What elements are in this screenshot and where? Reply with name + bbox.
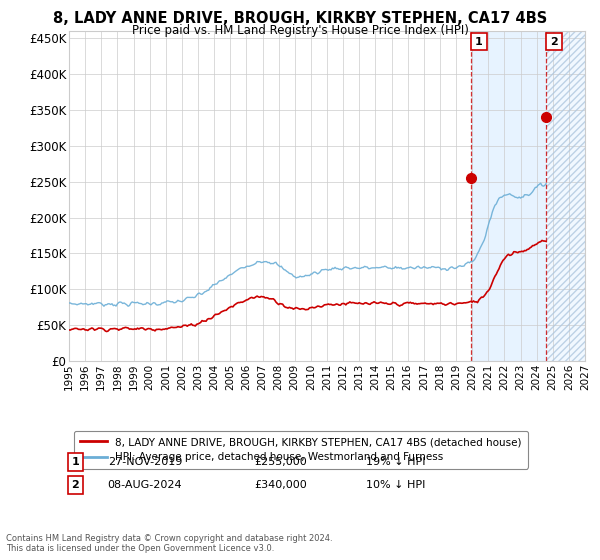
Text: 08-AUG-2024: 08-AUG-2024 xyxy=(108,480,182,490)
Text: Contains HM Land Registry data © Crown copyright and database right 2024.
This d: Contains HM Land Registry data © Crown c… xyxy=(6,534,332,553)
Text: 19% ↓ HPI: 19% ↓ HPI xyxy=(366,457,425,467)
Text: 1: 1 xyxy=(475,36,482,46)
Bar xyxy=(471,31,546,361)
Bar xyxy=(546,31,585,361)
Text: 1: 1 xyxy=(71,457,79,467)
Bar xyxy=(546,31,585,361)
Text: £255,000: £255,000 xyxy=(255,457,308,467)
Legend: 8, LADY ANNE DRIVE, BROUGH, KIRKBY STEPHEN, CA17 4BS (detached house), HPI: Aver: 8, LADY ANNE DRIVE, BROUGH, KIRKBY STEPH… xyxy=(74,431,527,469)
Text: 2: 2 xyxy=(71,480,79,490)
Text: 8, LADY ANNE DRIVE, BROUGH, KIRKBY STEPHEN, CA17 4BS: 8, LADY ANNE DRIVE, BROUGH, KIRKBY STEPH… xyxy=(53,11,547,26)
Text: £340,000: £340,000 xyxy=(255,480,308,490)
Text: 10% ↓ HPI: 10% ↓ HPI xyxy=(366,480,425,490)
Text: 2: 2 xyxy=(550,36,558,46)
Text: Price paid vs. HM Land Registry's House Price Index (HPI): Price paid vs. HM Land Registry's House … xyxy=(131,24,469,36)
Text: 27-NOV-2019: 27-NOV-2019 xyxy=(108,457,182,467)
